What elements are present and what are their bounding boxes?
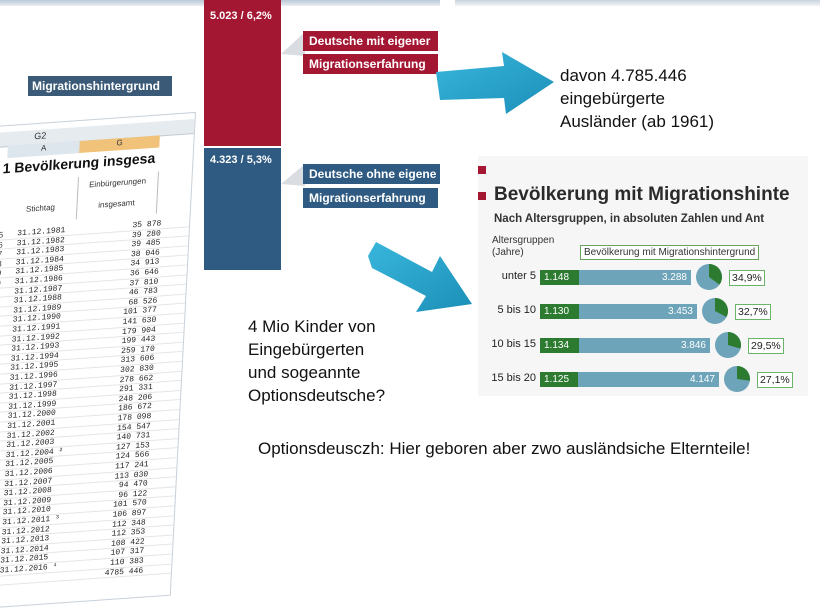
- chart-share-pie: [714, 331, 742, 359]
- note-eingebuergerte-line1: davon 4.785.446: [560, 64, 714, 87]
- col-insgesamt-label: insgesamt: [76, 197, 156, 212]
- arrow-right-bottom: [368, 234, 478, 316]
- chart-share-label: 34,9%: [729, 270, 765, 286]
- col-einbuergerungen: Einbürgerungen insgesamt: [76, 171, 159, 219]
- red-label-line1: Deutsche mit eigener: [303, 31, 438, 51]
- panel-accent-top: [478, 166, 486, 174]
- panel-accent-title: [478, 192, 486, 200]
- cell-ref: G2: [34, 130, 47, 141]
- chart-bar-migration: 1.134: [540, 338, 579, 353]
- chart-category-label: 15 bis 20: [478, 372, 536, 384]
- chart-share-pie: [695, 263, 723, 291]
- chart-category-label: 5 bis 10: [478, 304, 536, 316]
- chart-panel: Bevölkerung mit Migrationshinte Nach Alt…: [478, 156, 808, 396]
- col-einbuergerungen-label: Einbürgerungen: [77, 176, 157, 191]
- spreadsheet: G2 A G 1 Bevölkerung insgesa Stichtag Ei…: [0, 112, 196, 610]
- note-eingebuergerte-line2: eingebürgerte: [560, 87, 714, 110]
- note-eingebuergerte-line3: Ausländer (ab 1961): [560, 110, 714, 133]
- chart-subtitle: Nach Altersgruppen, in absoluten Zahlen …: [494, 213, 764, 225]
- axis-label-line2: (Jahre): [492, 247, 554, 259]
- axis-label-line1: Altersgruppen: [492, 235, 554, 247]
- note-eingebuergerte: davon 4.785.446 eingebürgerte Ausländer …: [560, 64, 714, 133]
- bar-mit-migrationserfahrung: 5.023 / 6,2%: [204, 0, 281, 146]
- chart-category-label: unter 5: [478, 270, 536, 282]
- chart-bar-migration: 1.130: [540, 304, 579, 319]
- note-kinder-line3: und sogeannte: [248, 361, 385, 384]
- bar-ohne-migrationserfahrung: 4.323 / 5,3%: [204, 148, 281, 270]
- chart-bar-migration: 1.125: [540, 372, 578, 387]
- pie-slice: [737, 366, 750, 381]
- chart-axis-label: Altersgruppen (Jahre): [492, 235, 554, 259]
- chart-share-label: 29,5%: [748, 338, 784, 354]
- col-stichtag-label: Stichtag: [4, 201, 76, 215]
- blue-bar-value: 4.323 / 5,3%: [210, 154, 281, 166]
- note-kinder-line4: Optionsdeutsche?: [248, 384, 385, 407]
- note-kinder-line1: 4 Mio Kinder von: [248, 315, 385, 338]
- sheet-gridline: [0, 573, 171, 588]
- red-bar-value: 5.023 / 6,2%: [210, 10, 281, 22]
- chart-legend: Bevölkerung mit Migrationshintergrund: [580, 245, 759, 260]
- chart-share-label: 27,1%: [757, 372, 793, 388]
- col-stichtag: Stichtag: [4, 177, 79, 224]
- chart-category-label: 10 bis 15: [478, 338, 536, 350]
- chart-share-label: 32,7%: [735, 304, 771, 320]
- migrationshintergrund-label: Migrationshintergrund: [28, 76, 172, 96]
- top-strip-right: [455, 0, 820, 6]
- chart-share-pie: [701, 297, 729, 325]
- blue-label-line2: Migrationserfahrung: [303, 188, 438, 208]
- red-label-line2: Migrationserfahrung: [303, 54, 438, 74]
- chart-title: Bevölkerung mit Migrationshinte: [494, 184, 790, 206]
- blue-label-line1: Deutsche ohne eigene: [303, 164, 440, 184]
- note-kinder: 4 Mio Kinder von Eingebürgerten und soge…: [248, 315, 385, 407]
- chart-bar-migration: 1.148: [540, 270, 579, 285]
- chart-share-pie: [723, 365, 751, 393]
- arrow-right-top: [436, 52, 556, 114]
- note-optionsdeutsche: Optionsdeusczh: Hier geboren aber zwo au…: [258, 437, 750, 460]
- note-kinder-line2: Eingebürgerten: [248, 338, 385, 361]
